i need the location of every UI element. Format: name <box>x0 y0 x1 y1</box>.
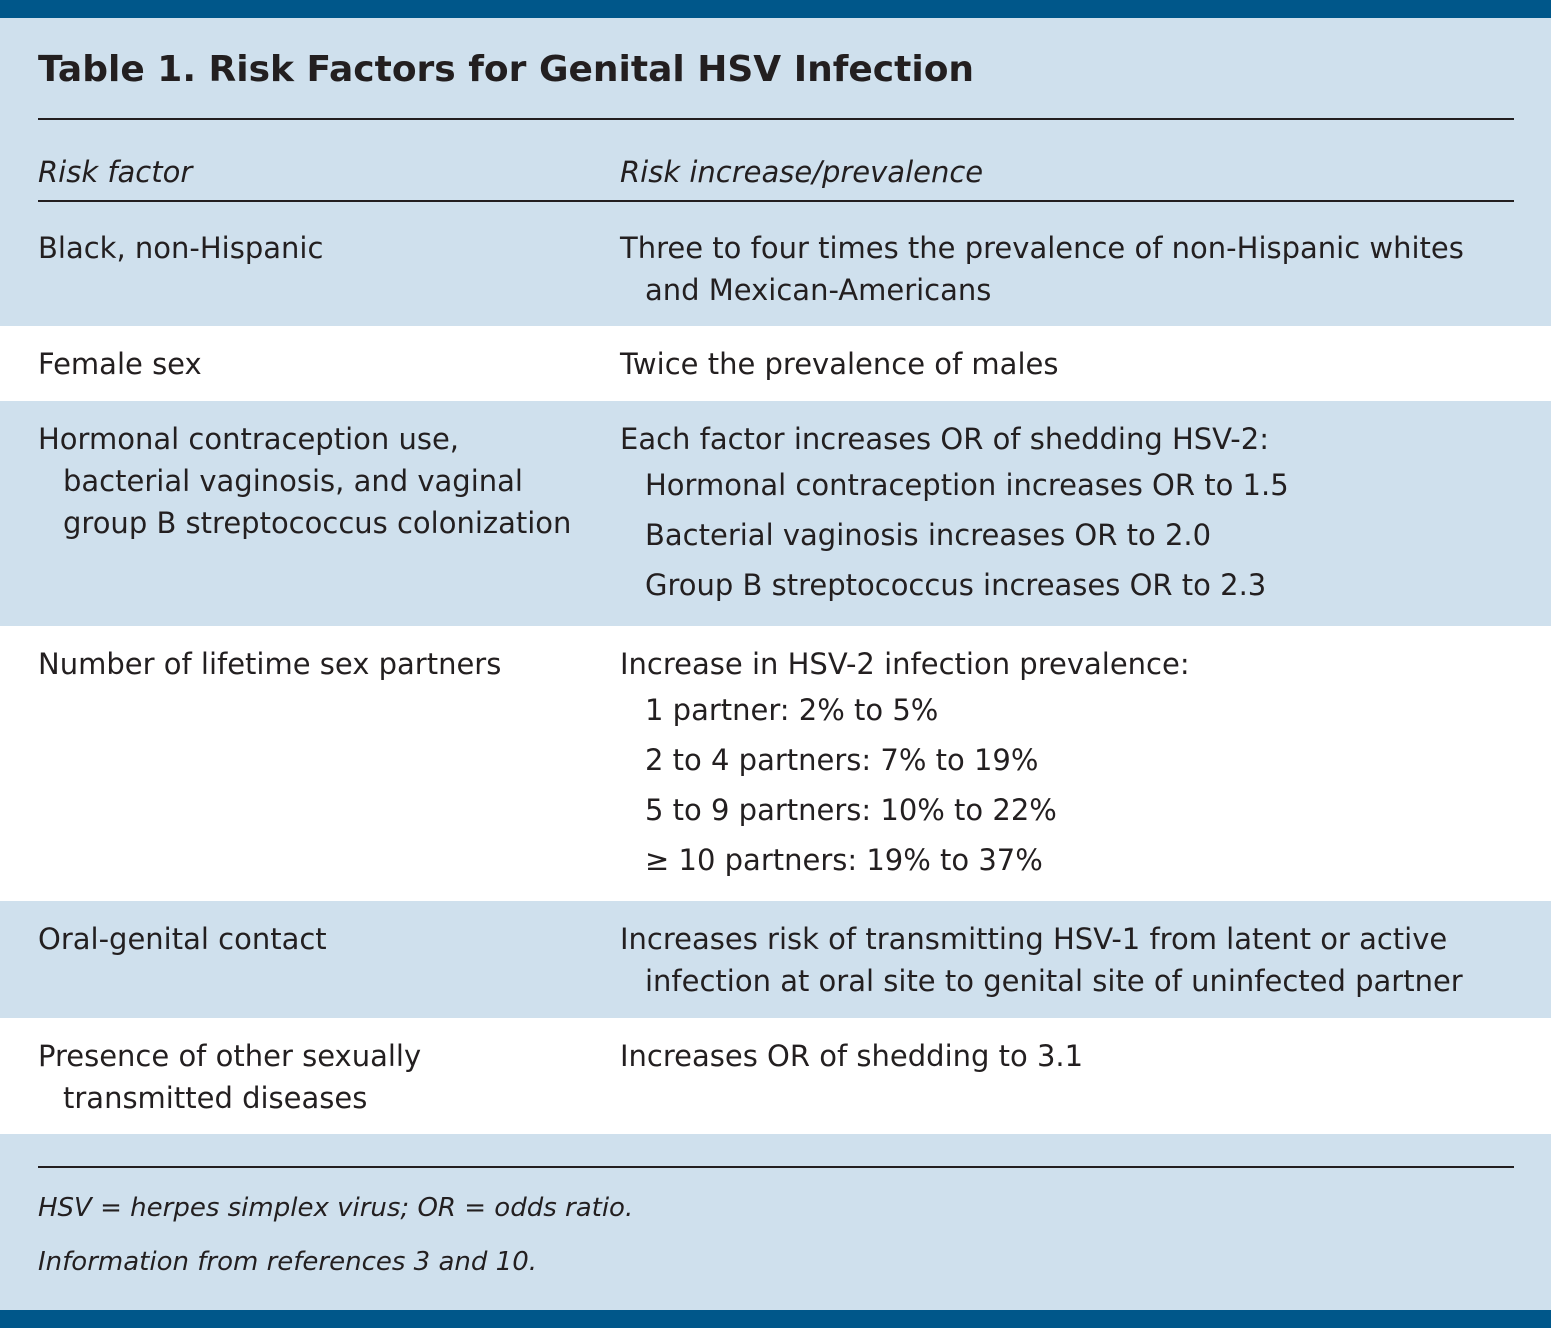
row-partners-factor: Number of lifetime sex partners <box>38 643 598 685</box>
top-border-bar <box>0 0 1551 18</box>
desc-item: Bacterial vaginosis increases OR to 2.0 <box>645 518 1212 552</box>
desc-line: Increases risk of transmitting HSV-1 fro… <box>620 922 1448 956</box>
table-row <box>0 901 1551 1018</box>
desc-item: 1 partner: 2% to 5% <box>645 693 939 727</box>
footnote-abbreviations: HSV = herpes simplex virus; OR = odds ra… <box>38 1193 634 1223</box>
table-row <box>0 326 1551 401</box>
row-hormonal-factor: Hormonal contraception use, bacterial va… <box>38 418 598 544</box>
title-rule <box>38 118 1514 120</box>
factor-line: group B streptococcus colonization <box>63 506 572 540</box>
factor-line: Hormonal contraception use, <box>38 422 460 456</box>
row-female-factor: Female sex <box>38 343 598 385</box>
column-header-risk-factor: Risk factor <box>38 155 193 189</box>
column-header-risk-increase: Risk increase/prevalence <box>620 155 984 189</box>
desc-line: infection at oral site to genital site o… <box>645 964 1463 998</box>
factor-line: bacterial vaginosis, and vaginal <box>63 464 523 498</box>
bottom-border-bar <box>0 1310 1551 1328</box>
desc-line: Twice the prevalence of males <box>620 347 1059 381</box>
row-oral-factor: Oral-genital contact <box>38 918 598 960</box>
row-oral-desc: Increases risk of transmitting HSV-1 fro… <box>620 918 1520 1002</box>
desc-item: ≥ 10 partners: 19% to 37% <box>645 843 1043 877</box>
factor-line: transmitted diseases <box>63 1081 368 1115</box>
desc-line: Increases OR of shedding to 3.1 <box>620 1039 1084 1073</box>
factor-line: Number of lifetime sex partners <box>38 647 502 681</box>
factor-line: Presence of other sexually <box>38 1039 422 1073</box>
row-hormonal-desc: Each factor increases OR of shedding HSV… <box>620 418 1520 610</box>
row-black-factor: Black, non-Hispanic <box>38 227 598 269</box>
desc-item: Hormonal contraception increases OR to 1… <box>645 468 1289 502</box>
desc-item: Group B streptococcus increases OR to 2.… <box>645 568 1267 602</box>
row-std-desc: Increases OR of shedding to 3.1 <box>620 1035 1520 1077</box>
desc-line: and Mexican-Americans <box>645 273 992 307</box>
footer-rule <box>38 1166 1514 1168</box>
table-title: Table 1. Risk Factors for Genital HSV In… <box>38 49 975 90</box>
header-rule <box>38 200 1514 202</box>
factor-line: Female sex <box>38 347 202 381</box>
row-black-desc: Three to four times the prevalence of no… <box>620 227 1520 311</box>
desc-item: 5 to 9 partners: 10% to 22% <box>645 793 1057 827</box>
table-row <box>0 1018 1551 1134</box>
table-row <box>0 401 1551 626</box>
row-partners-desc: Increase in HSV-2 infection prevalence: … <box>620 643 1520 885</box>
row-std-factor: Presence of other sexually transmitted d… <box>38 1035 598 1119</box>
desc-item: 2 to 4 partners: 7% to 19% <box>645 743 1039 777</box>
desc-intro: Each factor increases OR of shedding HSV… <box>620 422 1269 456</box>
table-row <box>0 626 1551 901</box>
table-header: Table 1. Risk Factors for Genital HSV In… <box>0 18 1551 326</box>
desc-intro: Increase in HSV-2 infection prevalence: <box>620 647 1190 681</box>
factor-line: Oral-genital contact <box>38 922 327 956</box>
table-footer: HSV = herpes simplex virus; OR = odds ra… <box>0 1134 1551 1310</box>
factor-line: Black, non-Hispanic <box>38 231 324 265</box>
footnote-references: Information from references 3 and 10. <box>38 1247 538 1277</box>
row-female-desc: Twice the prevalence of males <box>620 343 1520 385</box>
desc-line: Three to four times the prevalence of no… <box>620 231 1464 265</box>
